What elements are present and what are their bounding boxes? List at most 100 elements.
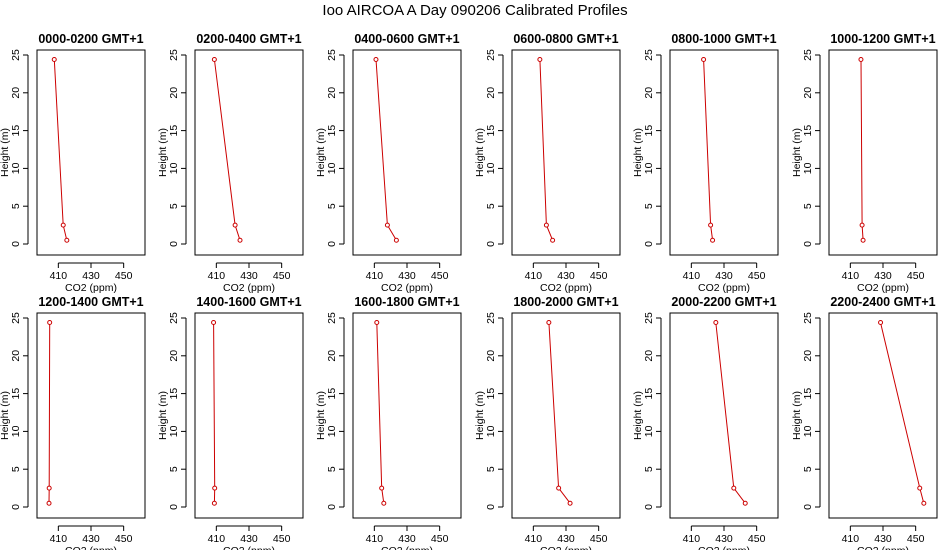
y-tick-label: 20: [643, 87, 655, 99]
x-axis-label: CO2 (ppm): [698, 545, 750, 550]
y-tick-label: 5: [802, 466, 814, 472]
y-axis-label: Height (m): [632, 128, 644, 177]
x-tick-label: 430: [715, 270, 733, 282]
x-tick-label: 410: [50, 533, 68, 545]
data-point: [860, 237, 866, 243]
y-tick-label: 20: [802, 350, 814, 362]
y-tick-label: 5: [802, 203, 814, 209]
y-axis-label: Height (m): [315, 128, 327, 177]
profile-line: [539, 59, 554, 241]
plot-frame: [36, 312, 146, 519]
x-tick-label: 430: [557, 533, 575, 545]
y-tick-label: 5: [643, 203, 655, 209]
y-tick-label: 20: [643, 350, 655, 362]
y-tick-label: 10: [643, 425, 655, 437]
data-point: [211, 500, 217, 506]
y-tick-label: 15: [802, 388, 814, 400]
profile-line: [376, 322, 385, 504]
panel-1: 0000-0200 GMT+1 0 5 10 15 20 25 Height (m) 410 43…: [0, 32, 146, 294]
y-tick-label: 5: [326, 466, 338, 472]
y-tick-label: 10: [802, 162, 814, 174]
x-tick-label: 410: [366, 533, 384, 545]
panel-11: 2000-2200 GMT+1 0 5 10 15 20 25 Height (m) 410 43…: [632, 295, 779, 550]
panel-9: 1600-1800 GMT+1 0 5 10 15 20 25 Height (m) 410 43…: [315, 295, 462, 550]
y-tick-label: 5: [485, 203, 497, 209]
profile-line: [880, 322, 925, 504]
panel-4: 0600-0800 GMT+1 0 5 10 15 20 25 Height (m) 410 43…: [474, 32, 621, 294]
x-tick-label: 430: [82, 270, 100, 282]
data-point: [47, 320, 53, 326]
y-tick-label: 25: [168, 49, 180, 61]
y-tick-label: 20: [326, 87, 338, 99]
plot-frame: [194, 49, 304, 256]
panel-title: 0400-0600 GMT+1: [354, 32, 459, 46]
profile-line: [48, 322, 51, 504]
y-tick-label: 20: [168, 87, 180, 99]
data-point: [701, 57, 707, 63]
data-point: [393, 237, 399, 243]
data-point: [921, 500, 927, 506]
x-tick-label: 450: [115, 270, 133, 282]
panel-2: 0200-0400 GMT+1 0 5 10 15 20 25 Height (m) 410 43…: [157, 32, 304, 294]
data-point: [384, 222, 390, 228]
data-point: [51, 57, 57, 63]
x-tick-label: 450: [907, 533, 925, 545]
panel-title: 1000-1200 GMT+1: [830, 32, 935, 46]
panel-3: 0400-0600 GMT+1 0 5 10 15 20 25 Height (m) 410 43…: [315, 32, 462, 294]
y-tick-label: 10: [10, 162, 22, 174]
profile-line: [703, 59, 714, 241]
y-tick-label: 25: [485, 49, 497, 61]
x-axis-label: CO2 (ppm): [540, 545, 592, 550]
data-point: [710, 237, 716, 243]
y-tick-label: 20: [326, 350, 338, 362]
panel-title: 0800-1000 GMT+1: [671, 32, 776, 46]
y-tick-label: 25: [10, 49, 22, 61]
x-tick-label: 450: [748, 533, 766, 545]
x-tick-label: 430: [715, 533, 733, 545]
panel-8: 1400-1600 GMT+1 0 5 10 15 20 25 Height (m) 410 43…: [157, 295, 304, 550]
x-tick-label: 410: [525, 533, 543, 545]
y-axis-label: Height (m): [474, 391, 486, 440]
y-tick-label: 5: [10, 203, 22, 209]
x-tick-label: 410: [208, 533, 226, 545]
data-point: [64, 237, 70, 243]
data-point: [713, 320, 719, 326]
y-tick-label: 0: [10, 241, 22, 247]
y-tick-label: 15: [326, 125, 338, 137]
x-tick-label: 450: [115, 533, 133, 545]
x-axis-label: CO2 (ppm): [65, 282, 117, 294]
data-point: [211, 320, 217, 326]
y-tick-label: 10: [643, 162, 655, 174]
y-tick-label: 25: [643, 312, 655, 324]
panel-title: 2200-2400 GMT+1: [830, 295, 935, 309]
plot-frame: [828, 312, 938, 519]
profile-line: [213, 322, 216, 504]
y-axis-label: Height (m): [157, 128, 169, 177]
y-tick-label: 25: [326, 312, 338, 324]
y-tick-label: 10: [10, 425, 22, 437]
x-tick-label: 450: [273, 270, 291, 282]
profile-line: [375, 59, 397, 241]
data-point: [46, 500, 52, 506]
y-tick-label: 0: [168, 504, 180, 510]
y-tick-label: 0: [326, 241, 338, 247]
y-axis-label: Height (m): [0, 391, 11, 440]
y-tick-label: 10: [168, 162, 180, 174]
y-axis-label: Height (m): [0, 128, 11, 177]
y-tick-label: 15: [643, 125, 655, 137]
data-point: [212, 485, 218, 491]
x-tick-label: 430: [874, 270, 892, 282]
x-tick-label: 430: [874, 533, 892, 545]
panel-5: 0800-1000 GMT+1 0 5 10 15 20 25 Height (m) 410 43…: [632, 32, 779, 294]
y-tick-label: 15: [10, 125, 22, 137]
y-axis-label: Height (m): [632, 391, 644, 440]
x-axis-label: CO2 (ppm): [698, 282, 750, 294]
data-point: [731, 485, 737, 491]
data-point: [537, 57, 543, 63]
data-point: [858, 57, 864, 63]
y-tick-label: 25: [485, 312, 497, 324]
y-tick-label: 5: [643, 466, 655, 472]
x-axis-label: CO2 (ppm): [223, 545, 275, 550]
y-tick-label: 10: [168, 425, 180, 437]
panel-title: 0200-0400 GMT+1: [196, 32, 301, 46]
